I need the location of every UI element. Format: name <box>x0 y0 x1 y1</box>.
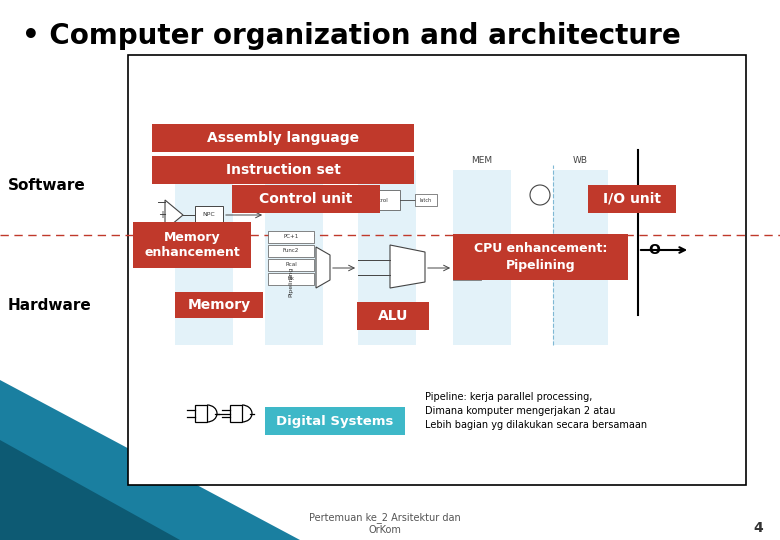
Text: latch: latch <box>420 198 432 202</box>
Text: ALU: ALU <box>378 309 408 323</box>
Bar <box>175 292 263 318</box>
Text: +: + <box>158 210 166 220</box>
Bar <box>553 170 608 345</box>
Text: Control unit: Control unit <box>259 192 353 206</box>
Text: MEM: MEM <box>471 156 492 165</box>
Bar <box>268 231 314 243</box>
Text: Software: Software <box>8 178 86 192</box>
Bar <box>453 248 481 262</box>
Polygon shape <box>165 200 183 230</box>
Text: Control: Control <box>369 198 389 202</box>
Bar <box>453 234 628 280</box>
Text: • Computer organization and architecture: • Computer organization and architecture <box>22 22 681 50</box>
Bar <box>415 194 437 206</box>
Bar <box>358 190 400 210</box>
Text: I/O unit: I/O unit <box>603 192 661 206</box>
Text: CPU enhancement:
Pipelining: CPU enhancement: Pipelining <box>473 242 607 272</box>
Bar <box>195 405 207 422</box>
Bar <box>453 266 481 280</box>
Text: out: out <box>463 271 471 275</box>
Text: Rcal: Rcal <box>285 262 297 267</box>
Bar <box>453 170 511 345</box>
Bar <box>195 206 223 224</box>
Text: Memory
enhancement: Memory enhancement <box>144 231 240 260</box>
Text: Hardware: Hardware <box>8 298 92 313</box>
Text: PC+1: PC+1 <box>283 234 299 240</box>
Text: Pipelining: Pipelining <box>289 267 293 297</box>
Text: Ex: Ex <box>381 156 392 165</box>
Polygon shape <box>0 440 180 540</box>
Text: NPC: NPC <box>203 213 215 218</box>
Bar <box>152 156 414 184</box>
Text: Digital Systems: Digital Systems <box>276 415 394 428</box>
Bar <box>265 407 405 435</box>
Text: Rk: Rk <box>288 276 295 281</box>
Text: Assembly language: Assembly language <box>207 131 359 145</box>
Bar <box>152 124 414 152</box>
Text: O: O <box>648 243 660 257</box>
Bar <box>232 185 380 213</box>
Text: IF: IF <box>200 156 208 165</box>
Bar <box>588 185 676 213</box>
Text: 4: 4 <box>753 521 763 535</box>
Bar <box>268 273 314 285</box>
Text: Func2: Func2 <box>283 248 300 253</box>
Circle shape <box>530 185 550 205</box>
Bar <box>175 170 233 345</box>
Bar <box>268 259 314 271</box>
Text: OrKom: OrKom <box>369 525 402 535</box>
Bar <box>230 405 242 422</box>
Text: W: W <box>566 266 571 271</box>
Text: Pipeline: kerja parallel processing,
Dimana komputer mengerjakan 2 atau
Lebih ba: Pipeline: kerja parallel processing, Dim… <box>425 392 647 430</box>
Bar <box>553 258 583 278</box>
Text: Instruction set: Instruction set <box>225 163 340 177</box>
Bar <box>357 302 429 330</box>
Bar <box>265 170 323 345</box>
Polygon shape <box>0 380 300 540</box>
Bar <box>133 222 251 268</box>
Bar <box>268 245 314 257</box>
Bar <box>128 55 746 485</box>
Polygon shape <box>316 247 330 288</box>
Text: ID: ID <box>289 156 299 165</box>
Polygon shape <box>390 245 425 288</box>
Text: Memory: Memory <box>187 298 250 312</box>
Bar <box>358 170 416 345</box>
Text: I: I <box>648 193 653 207</box>
Text: Pertemuan ke_2 Arsitektur dan: Pertemuan ke_2 Arsitektur dan <box>309 512 461 523</box>
Text: ALUo: ALUo <box>461 253 473 258</box>
Text: WB: WB <box>573 156 587 165</box>
